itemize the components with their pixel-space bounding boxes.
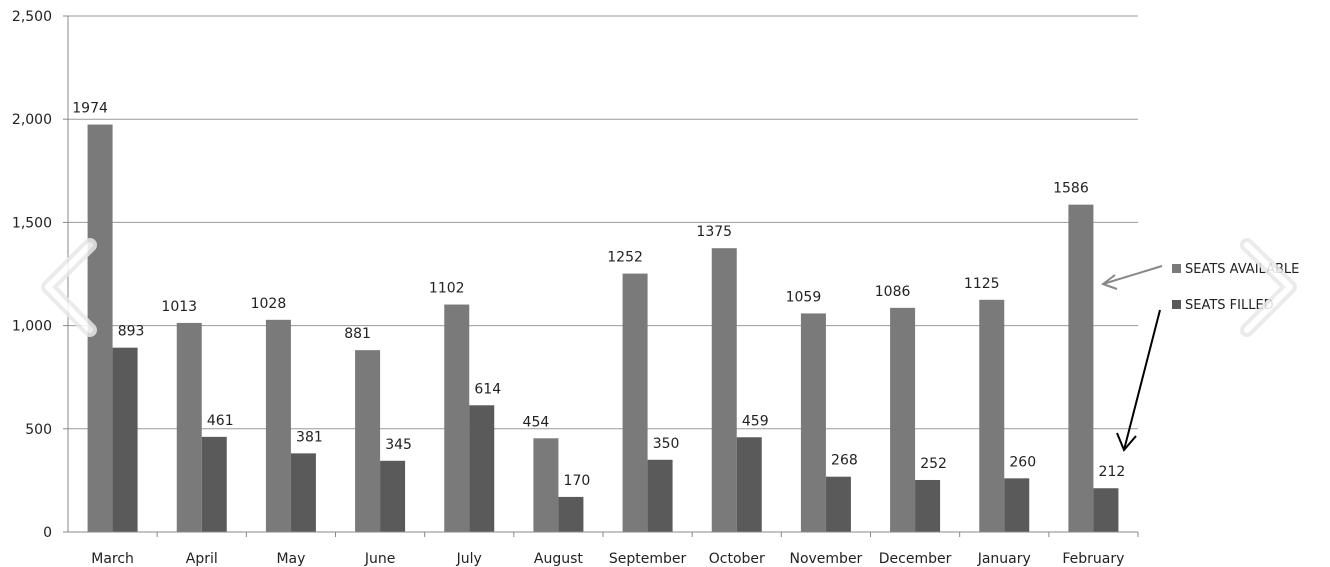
- data-label-seats-available: 1375: [696, 224, 732, 240]
- bar-seats-available: [533, 438, 559, 532]
- data-label-seats-available: 881: [344, 326, 371, 342]
- data-label-seats-filled: 381: [296, 429, 323, 445]
- bar-seats-available: [355, 350, 381, 532]
- data-label-seats-filled: 459: [742, 413, 769, 429]
- data-label-seats-available: 1028: [251, 296, 287, 312]
- bar-seats-available: [711, 248, 737, 532]
- data-label-seats-filled: 345: [385, 437, 412, 453]
- data-label-seats-filled: 212: [1099, 464, 1126, 480]
- y-tick-label: 0: [43, 525, 52, 541]
- arrow-to-seats-available: [1100, 265, 1163, 290]
- data-label-seats-available: 1013: [161, 299, 197, 315]
- arrow-to-seats-filled: [1116, 309, 1161, 452]
- x-tick-label: January: [977, 551, 1031, 567]
- data-label-seats-filled: 268: [831, 453, 858, 469]
- y-tick-label: 500: [25, 422, 52, 438]
- data-label-seats-filled: 461: [207, 413, 234, 429]
- data-label-seats-filled: 614: [474, 381, 501, 397]
- x-tick-label: November: [789, 551, 862, 567]
- bar-seats-filled: [558, 496, 584, 532]
- bar-seats-filled: [290, 453, 316, 532]
- bar-seats-filled: [736, 437, 762, 532]
- data-label-seats-available: 1086: [875, 284, 911, 300]
- bar-seats-filled: [915, 479, 941, 532]
- bar-seats-available: [890, 307, 916, 532]
- bar-seats-available: [265, 319, 291, 532]
- y-tick-label: 1,000: [12, 319, 52, 335]
- bar-seats-filled: [1093, 488, 1119, 532]
- gridlines: [68, 15, 1138, 430]
- bar-seats-available: [176, 322, 202, 532]
- chevron-left-icon[interactable]: [41, 238, 97, 337]
- data-label-seats-filled: 350: [653, 436, 680, 452]
- y-tick-label: 2,000: [12, 112, 52, 128]
- x-tick-label: December: [879, 551, 952, 567]
- data-label-seats-available: 454: [523, 414, 550, 430]
- x-tick-label: July: [456, 551, 482, 567]
- bar-seats-available: [444, 304, 470, 532]
- bar-seats-filled: [201, 436, 227, 532]
- y-tick-label: 2,500: [12, 9, 52, 25]
- data-label-seats-available: 1102: [429, 281, 465, 297]
- data-label-seats-available: 1059: [786, 289, 822, 305]
- chevron-right-icon[interactable]: [1240, 238, 1297, 337]
- legend-label-seats-filled: SEATS FILLED: [1185, 298, 1274, 313]
- data-label-seats-available: 1586: [1053, 181, 1089, 197]
- legend-swatch-seats-filled: [1172, 300, 1181, 309]
- x-tick-label: October: [709, 551, 765, 567]
- x-tick-label: June: [364, 551, 396, 567]
- data-label-seats-filled: 170: [564, 473, 591, 489]
- x-tick-label: August: [534, 551, 584, 567]
- bar-seats-filled: [469, 405, 495, 532]
- x-tick-label: April: [186, 551, 218, 567]
- x-tick-label: March: [91, 551, 134, 567]
- bar-seats-available: [1068, 204, 1094, 532]
- legend-swatch-seats-available: [1172, 264, 1181, 273]
- data-label-seats-filled: 252: [920, 456, 947, 472]
- data-label-seats-filled: 260: [1009, 454, 1036, 470]
- x-tick-label: May: [276, 551, 305, 567]
- x-axis-ticks: March April May June July August September Octo…: [91, 532, 1139, 567]
- y-tick-label: 1,500: [12, 215, 52, 231]
- bar-seats-available: [622, 273, 648, 532]
- data-labels: 1974 893 1013 461 1028 381 881 345 1102 614 454 170…: [72, 101, 1125, 489]
- bar-seats-filled: [1004, 478, 1030, 532]
- bar-seats-filled: [825, 476, 851, 532]
- bar-seats-filled: [380, 460, 406, 532]
- data-label-seats-available: 1252: [607, 250, 643, 266]
- data-label-seats-available: 1125: [964, 276, 1000, 292]
- x-tick-label: September: [609, 551, 687, 567]
- bar-seats-available: [979, 299, 1005, 532]
- x-tick-label: February: [1062, 551, 1124, 567]
- bar-seats-filled: [112, 347, 138, 532]
- bar-seats-available: [800, 313, 826, 532]
- bar-seats-filled: [647, 459, 673, 532]
- data-label-seats-available: 1974: [72, 101, 108, 117]
- bars: [87, 124, 1119, 532]
- data-label-seats-filled: 893: [118, 324, 145, 340]
